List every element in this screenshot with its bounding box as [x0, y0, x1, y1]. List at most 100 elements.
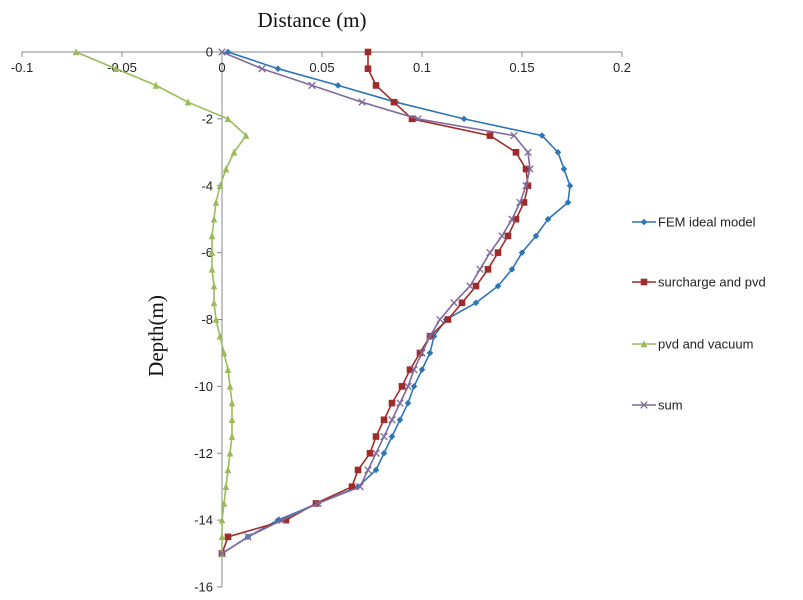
series-line [221, 52, 529, 554]
data-point [224, 365, 232, 373]
axes: -0.1 -0.05 0 0.05 0.1 0.15 0.20-2-4-6-8-10-12-… [11, 45, 631, 595]
data-point [278, 516, 286, 524]
data-point [208, 248, 216, 256]
data-point [364, 466, 372, 474]
data-point [366, 449, 374, 457]
data-point [408, 115, 416, 123]
data-point [228, 416, 236, 424]
data-point [208, 232, 216, 240]
data-point [390, 98, 398, 106]
data-point [112, 64, 120, 73]
data-point [518, 249, 526, 256]
data-point [354, 466, 362, 474]
y-axis-title: Depth(m) [144, 295, 168, 377]
data-point [348, 483, 356, 490]
y-tick-label: -14 [194, 513, 213, 528]
data-point [466, 282, 474, 290]
data-point [396, 399, 404, 407]
data-point [564, 199, 572, 206]
data-point [410, 383, 418, 390]
data-point [520, 199, 528, 206]
data-point [210, 215, 218, 223]
data-point [414, 115, 422, 123]
data-point [640, 340, 648, 348]
data-point [372, 466, 380, 474]
data-point [226, 449, 234, 457]
data-point [224, 466, 232, 474]
data-point [228, 399, 236, 407]
data-point [522, 165, 530, 173]
x-axis-title: Distance (m) [257, 8, 366, 32]
data-point [274, 516, 282, 524]
series-3 [72, 48, 250, 557]
series-line [221, 51, 571, 555]
data-point [228, 432, 236, 440]
legend-label: FEM ideal model [658, 215, 756, 230]
data-point [230, 148, 238, 156]
data-point [486, 248, 494, 257]
data-point [522, 181, 530, 190]
series-1 [218, 48, 574, 557]
data-point [372, 433, 380, 440]
data-point [640, 218, 648, 226]
x-tick-label: 0 [218, 60, 225, 75]
legend-item: surcharge and pvd [632, 275, 766, 290]
data-point [312, 500, 320, 507]
data-point [410, 365, 418, 374]
x-tick-label: 0.15 [509, 60, 534, 75]
data-point [220, 499, 228, 507]
data-point [222, 165, 230, 173]
series-line [221, 51, 531, 555]
data-point [388, 433, 396, 440]
data-point [526, 165, 534, 173]
x-tick-label: 0.2 [613, 60, 631, 75]
data-point [314, 499, 322, 508]
data-point [532, 232, 540, 240]
data-point [364, 65, 372, 73]
data-point [216, 332, 224, 340]
data-point [472, 299, 480, 307]
legend-label: pvd and vacuum [658, 337, 753, 352]
data-point [476, 265, 484, 274]
series-2 [218, 48, 532, 557]
legend-label: sum [658, 398, 683, 413]
data-point [538, 132, 546, 139]
data-point [72, 48, 80, 56]
data-point [208, 265, 216, 273]
data-point [358, 98, 366, 106]
data-point [388, 399, 396, 407]
x-tick-label: 0.05 [309, 60, 334, 75]
data-point [242, 131, 250, 139]
data-point [498, 232, 506, 240]
data-point [640, 401, 648, 409]
legend-item: sum [632, 398, 683, 413]
x-tick-label: -0.1 [11, 60, 33, 75]
data-point [640, 278, 648, 286]
y-tick-label: -12 [194, 446, 213, 461]
data-point [426, 332, 434, 340]
data-point [224, 115, 232, 123]
data-point [544, 215, 552, 223]
x-tick-label: 0.1 [413, 60, 431, 75]
data-point [396, 416, 404, 424]
data-point [416, 349, 424, 357]
data-point [372, 82, 380, 89]
data-point [494, 249, 502, 256]
data-point [504, 232, 512, 240]
series-layer [72, 48, 574, 558]
data-point [472, 282, 480, 290]
data-point [460, 115, 468, 123]
data-point [406, 366, 414, 373]
data-point [258, 64, 266, 73]
data-point [334, 82, 342, 89]
data-point [554, 149, 562, 156]
data-point [516, 198, 524, 207]
data-point [224, 533, 232, 541]
data-point [458, 299, 466, 307]
data-point [524, 148, 532, 157]
data-point [244, 533, 252, 541]
data-point [388, 416, 396, 424]
data-point [484, 266, 492, 273]
data-point [218, 516, 226, 524]
